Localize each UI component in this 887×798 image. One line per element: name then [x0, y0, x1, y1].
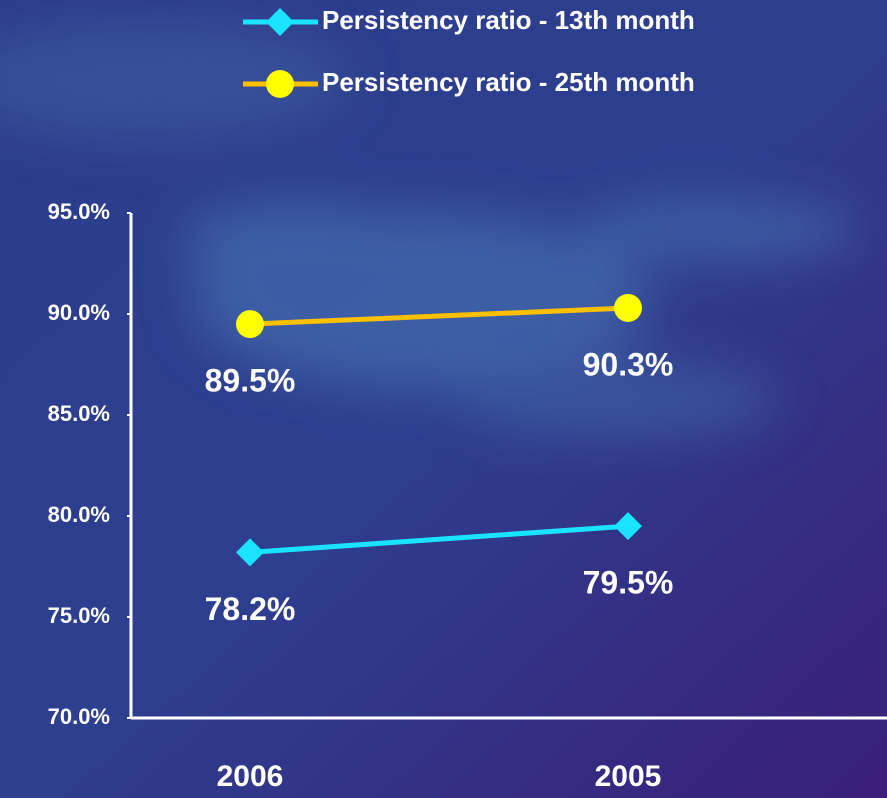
legend-marker: [266, 8, 294, 36]
data-label: 79.5%: [583, 565, 674, 601]
clouds: [0, 20, 860, 440]
y-tick-label: 80.0%: [48, 502, 110, 527]
legend-label: Persistency ratio - 25th month: [322, 67, 695, 97]
legend-marker: [266, 70, 294, 98]
y-tick-label: 85.0%: [48, 401, 110, 426]
data-point: [236, 538, 264, 567]
data-point: [236, 310, 264, 339]
data-point: [614, 512, 642, 541]
data-label: 89.5%: [205, 363, 296, 399]
y-tick-label: 75.0%: [48, 603, 110, 628]
data-label: 90.3%: [583, 346, 674, 382]
data-point: [614, 293, 642, 322]
data-label: 78.2%: [205, 591, 296, 627]
y-tick-label: 95.0%: [48, 199, 110, 224]
y-tick-label: 70.0%: [48, 704, 110, 729]
x-tick-label: 2005: [595, 760, 662, 793]
series-line: [249, 523, 629, 555]
legend-label: Persistency ratio - 13th month: [322, 5, 695, 35]
y-tick-label: 90.0%: [48, 300, 110, 325]
x-tick-label: 2006: [217, 760, 284, 793]
series-line: [249, 305, 629, 327]
